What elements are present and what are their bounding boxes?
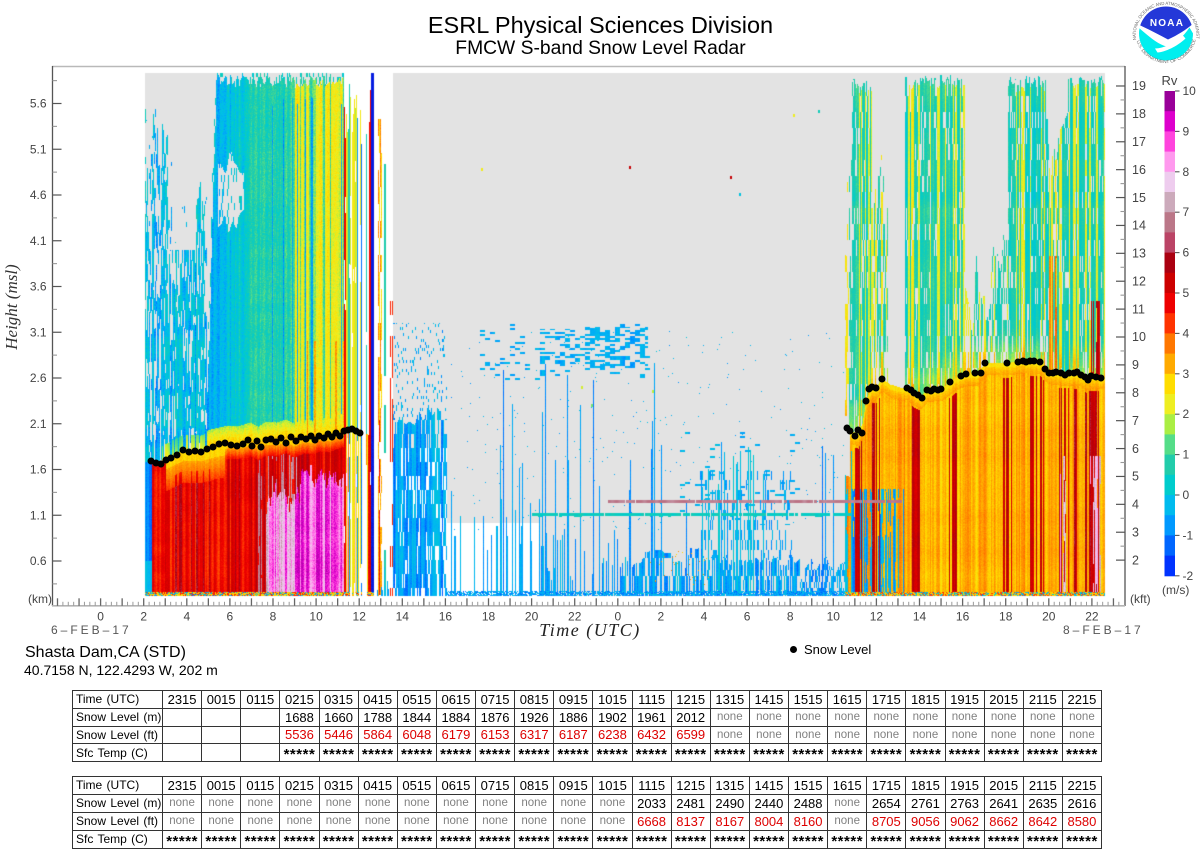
svg-text:Height (msl): Height (msl) <box>2 264 21 351</box>
svg-text:4: 4 <box>1183 326 1190 340</box>
svg-text:6: 6 <box>1132 442 1139 456</box>
svg-text:14: 14 <box>913 610 927 624</box>
svg-text:0: 0 <box>614 610 621 624</box>
svg-text:10: 10 <box>1132 330 1146 344</box>
svg-text:-2: -2 <box>1183 569 1194 583</box>
svg-text:10: 10 <box>1183 84 1197 98</box>
svg-text:13: 13 <box>1132 247 1146 261</box>
svg-text:4.6: 4.6 <box>30 188 47 202</box>
svg-text:19: 19 <box>1132 79 1146 93</box>
svg-text:8: 8 <box>787 610 794 624</box>
svg-text:4.1: 4.1 <box>30 234 47 248</box>
svg-text:(kft): (kft) <box>1130 592 1151 606</box>
svg-text:2: 2 <box>140 610 147 624</box>
svg-text:0.6: 0.6 <box>30 554 47 568</box>
svg-text:3.1: 3.1 <box>30 325 47 339</box>
svg-text:4: 4 <box>1132 498 1139 512</box>
svg-text:-1: -1 <box>1183 528 1194 542</box>
svg-text:Time (UTC): Time (UTC) <box>539 620 641 641</box>
svg-text:7: 7 <box>1183 205 1190 219</box>
svg-text:6: 6 <box>1183 246 1190 260</box>
svg-text:2.1: 2.1 <box>30 417 47 431</box>
svg-text:2: 2 <box>1183 407 1190 421</box>
svg-text:1.1: 1.1 <box>30 508 47 522</box>
svg-text:NOAA: NOAA <box>1150 18 1184 29</box>
svg-text:16: 16 <box>439 610 453 624</box>
svg-text:3: 3 <box>1183 367 1190 381</box>
svg-text:3: 3 <box>1132 525 1139 539</box>
svg-text:12: 12 <box>870 610 884 624</box>
svg-text:4: 4 <box>701 610 708 624</box>
svg-text:9: 9 <box>1183 124 1190 138</box>
svg-text:7: 7 <box>1132 414 1139 428</box>
svg-text:4: 4 <box>183 610 190 624</box>
svg-text:5: 5 <box>1132 470 1139 484</box>
svg-text:6: 6 <box>227 610 234 624</box>
svg-text:18: 18 <box>1132 107 1146 121</box>
svg-text:18: 18 <box>999 610 1013 624</box>
svg-text:5.1: 5.1 <box>30 142 47 156</box>
svg-text:17: 17 <box>1132 135 1146 149</box>
svg-text:1: 1 <box>1183 448 1190 462</box>
svg-text:18: 18 <box>482 610 496 624</box>
svg-text:22: 22 <box>1085 610 1099 624</box>
svg-text:5: 5 <box>1183 286 1190 300</box>
svg-text:8: 8 <box>1132 386 1139 400</box>
svg-text:0: 0 <box>1183 488 1190 502</box>
svg-text:Snow Level: Snow Level <box>804 642 871 657</box>
svg-text:6–FEB–17: 6–FEB–17 <box>51 623 132 637</box>
svg-text:2: 2 <box>658 610 665 624</box>
svg-text:10: 10 <box>827 610 841 624</box>
svg-text:20: 20 <box>525 610 539 624</box>
svg-text:8: 8 <box>270 610 277 624</box>
svg-text:12: 12 <box>353 610 367 624</box>
svg-text:5.6: 5.6 <box>30 97 47 111</box>
svg-text:(km): (km) <box>28 592 52 606</box>
svg-text:2.6: 2.6 <box>30 371 47 385</box>
svg-text:9: 9 <box>1132 358 1139 372</box>
svg-text:11: 11 <box>1132 302 1145 316</box>
svg-text:2: 2 <box>1132 553 1139 567</box>
svg-text:8–FEB–17: 8–FEB–17 <box>1063 623 1144 637</box>
svg-text:14: 14 <box>1132 219 1146 233</box>
svg-text:14: 14 <box>396 610 410 624</box>
svg-text:1.6: 1.6 <box>30 463 47 477</box>
svg-text:22: 22 <box>568 610 582 624</box>
svg-text:10: 10 <box>309 610 323 624</box>
svg-text:Rv: Rv <box>1162 73 1178 88</box>
svg-text:16: 16 <box>1132 163 1146 177</box>
svg-text:16: 16 <box>956 610 970 624</box>
svg-text:0: 0 <box>97 610 104 624</box>
svg-text:15: 15 <box>1132 191 1146 205</box>
svg-text:(m/s): (m/s) <box>1162 583 1189 597</box>
svg-text:3.6: 3.6 <box>30 280 47 294</box>
svg-text:NATIONAL OCEANIC AND ATMOSPHER: NATIONAL OCEANIC AND ATMOSPHERIC ADMINIS… <box>0 0 1200 41</box>
svg-text:20: 20 <box>1042 610 1056 624</box>
svg-text:8: 8 <box>1183 165 1190 179</box>
svg-text:12: 12 <box>1132 274 1146 288</box>
svg-text:6: 6 <box>744 610 751 624</box>
